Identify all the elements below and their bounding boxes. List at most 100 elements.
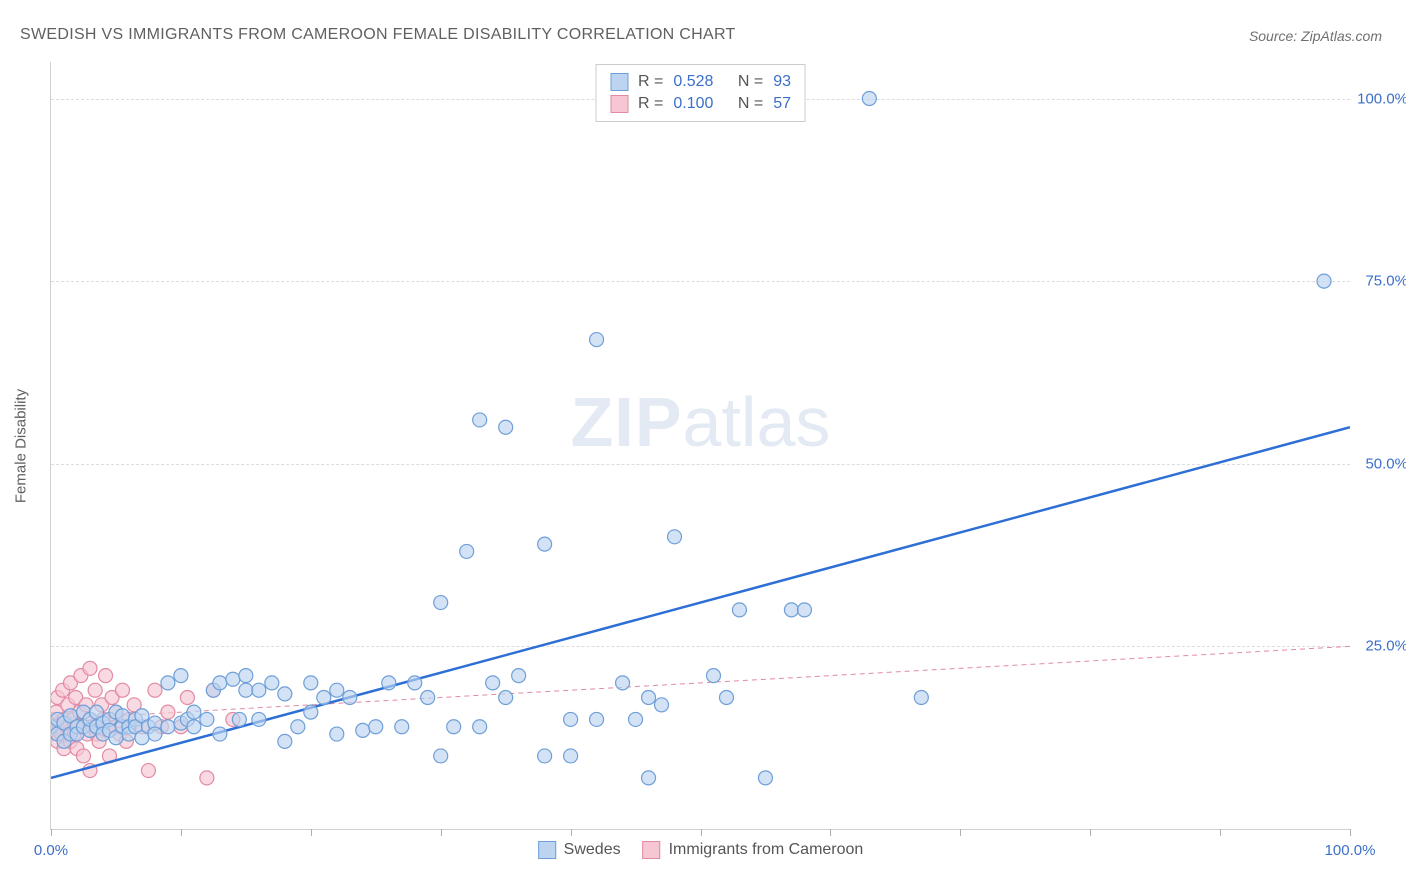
scatter-point-swedes [421, 691, 435, 705]
scatter-point-swedes [668, 530, 682, 544]
scatter-point-cameroon [99, 669, 113, 683]
scatter-point-swedes [161, 676, 175, 690]
scatter-point-swedes [434, 749, 448, 763]
scatter-point-swedes [473, 413, 487, 427]
scatter-point-swedes [590, 712, 604, 726]
legend-label-swedes: Swedes [564, 841, 621, 859]
legend-series: Swedes Immigrants from Cameroon [538, 841, 864, 859]
x-tick-label: 0.0% [34, 842, 68, 859]
scatter-point-swedes [278, 687, 292, 701]
legend-item-swedes: Swedes [538, 841, 621, 859]
source-attribution: Source: ZipAtlas.com [1249, 28, 1382, 44]
scatter-point-swedes [642, 691, 656, 705]
scatter-point-swedes [655, 698, 669, 712]
legend-row-swedes: R = 0.528 N = 93 [610, 71, 791, 93]
scatter-point-swedes [914, 691, 928, 705]
scatter-point-swedes [486, 676, 500, 690]
scatter-point-swedes [499, 691, 513, 705]
scatter-point-swedes [590, 333, 604, 347]
scatter-point-swedes [252, 712, 266, 726]
legend-r-value-swedes: 0.528 [673, 73, 713, 91]
scatter-point-swedes [758, 771, 772, 785]
scatter-point-swedes [304, 676, 318, 690]
plot-svg [51, 62, 1350, 829]
scatter-point-swedes [719, 691, 733, 705]
x-tick [830, 829, 831, 836]
legend-n-label: N = [738, 95, 763, 113]
scatter-point-cameroon [148, 683, 162, 697]
scatter-point-swedes [226, 672, 240, 686]
scatter-point-swedes [706, 669, 720, 683]
scatter-point-swedes [564, 749, 578, 763]
scatter-point-swedes [252, 683, 266, 697]
legend-n-value-cameroon: 57 [773, 95, 791, 113]
legend-r-label: R = [638, 73, 663, 91]
legend-r-value-cameroon: 0.100 [673, 95, 713, 113]
legend-n-value-swedes: 93 [773, 73, 791, 91]
scatter-point-swedes [200, 712, 214, 726]
legend-swatch-cameroon-bottom [643, 841, 661, 859]
legend-r-label: R = [638, 95, 663, 113]
legend-n-label: N = [738, 73, 763, 91]
scatter-point-swedes [343, 691, 357, 705]
scatter-point-swedes [862, 92, 876, 106]
scatter-point-swedes [213, 676, 227, 690]
legend-correlation-box: R = 0.528 N = 93 R = 0.100 N = 57 [595, 64, 806, 122]
legend-label-cameroon: Immigrants from Cameroon [669, 841, 864, 859]
x-tick [51, 829, 52, 836]
scatter-point-cameroon [76, 749, 90, 763]
chart-container: SWEDISH VS IMMIGRANTS FROM CAMEROON FEMA… [0, 0, 1406, 892]
scatter-point-swedes [1317, 274, 1331, 288]
scatter-point-swedes [265, 676, 279, 690]
plot-area: Female Disability ZIPatlas R = 0.528 N =… [50, 62, 1350, 830]
scatter-point-swedes [161, 720, 175, 734]
scatter-point-swedes [564, 712, 578, 726]
scatter-point-swedes [317, 691, 331, 705]
scatter-point-swedes [291, 720, 305, 734]
scatter-point-swedes [356, 723, 370, 737]
y-tick-label: 25.0% [1354, 638, 1406, 655]
scatter-point-swedes [447, 720, 461, 734]
scatter-point-swedes [382, 676, 396, 690]
scatter-point-swedes [434, 596, 448, 610]
scatter-point-swedes [213, 727, 227, 741]
chart-title: SWEDISH VS IMMIGRANTS FROM CAMEROON FEMA… [20, 26, 736, 44]
scatter-point-cameroon [180, 691, 194, 705]
legend-item-cameroon: Immigrants from Cameroon [643, 841, 864, 859]
scatter-point-cameroon [200, 771, 214, 785]
scatter-point-cameroon [115, 683, 129, 697]
legend-swatch-cameroon [610, 95, 628, 113]
scatter-point-swedes [538, 749, 552, 763]
y-tick-label: 75.0% [1354, 273, 1406, 290]
scatter-point-swedes [512, 669, 526, 683]
scatter-point-swedes [642, 771, 656, 785]
scatter-point-swedes [460, 544, 474, 558]
scatter-point-swedes [174, 669, 188, 683]
x-tick [1350, 829, 1351, 836]
scatter-point-swedes [629, 712, 643, 726]
x-tick [311, 829, 312, 836]
scatter-point-cameroon [88, 683, 102, 697]
source-name: ZipAtlas.com [1301, 28, 1382, 44]
y-tick-label: 100.0% [1354, 90, 1406, 107]
y-tick-label: 50.0% [1354, 455, 1406, 472]
scatter-point-swedes [395, 720, 409, 734]
scatter-point-cameroon [83, 661, 97, 675]
scatter-point-swedes [232, 712, 246, 726]
scatter-point-swedes [473, 720, 487, 734]
scatter-point-swedes [330, 683, 344, 697]
trend-line-swedes [51, 427, 1350, 778]
scatter-point-swedes [408, 676, 422, 690]
scatter-point-swedes [784, 603, 798, 617]
scatter-point-swedes [732, 603, 746, 617]
x-tick [960, 829, 961, 836]
scatter-point-swedes [187, 720, 201, 734]
scatter-point-swedes [304, 705, 318, 719]
legend-swatch-swedes [610, 73, 628, 91]
x-tick [701, 829, 702, 836]
x-tick-label: 100.0% [1325, 842, 1376, 859]
x-tick [1220, 829, 1221, 836]
scatter-point-swedes [187, 705, 201, 719]
scatter-point-swedes [330, 727, 344, 741]
scatter-point-swedes [239, 669, 253, 683]
